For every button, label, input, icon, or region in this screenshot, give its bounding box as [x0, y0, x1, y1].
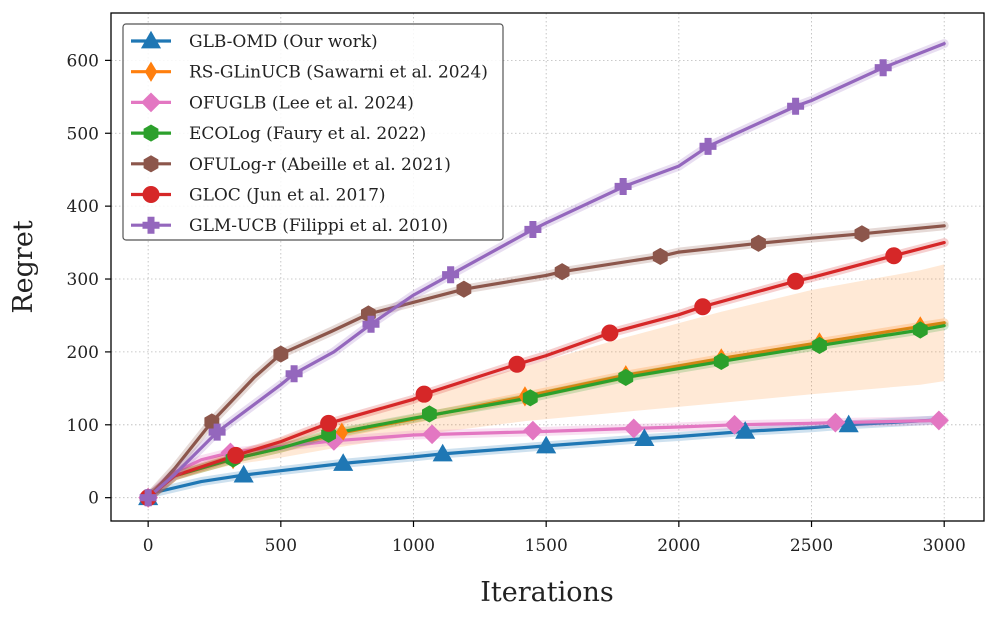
data-point-marker [442, 266, 460, 284]
axis-ticks: 0 500 1000 1500 2000 2500 3000 0 100 200 300 400 500… [67, 51, 966, 556]
series-line [146, 324, 946, 500]
legend-label: GLB-OMD (Our work) [189, 32, 378, 52]
data-point-marker [618, 368, 634, 386]
data-point-marker [634, 428, 655, 447]
series-line [146, 418, 946, 500]
y-tick-label: 100 [67, 416, 99, 436]
data-point-marker [362, 315, 380, 333]
y-tick-label: 200 [67, 343, 99, 363]
data-point-marker [694, 298, 712, 316]
data-point-marker [874, 59, 892, 77]
data-point-marker [614, 178, 632, 195]
plot-frame [110, 12, 985, 522]
data-point-marker [273, 345, 289, 363]
data-point-marker [227, 446, 245, 464]
data-point-marker [713, 352, 729, 370]
data-point-marker [142, 216, 160, 234]
data-point-marker [415, 385, 433, 403]
data-point-marker [735, 421, 756, 439]
data-point-marker [143, 124, 159, 142]
legend: GLB-OMD (Our work) RS-GLinUCB (Sawarni et… [122, 23, 504, 241]
data-point-marker [143, 155, 159, 173]
data-point-marker [524, 221, 542, 238]
data-point-marker [825, 412, 846, 433]
data-point-marker [422, 424, 442, 445]
legend-label: OFULog-r (Abeille et al. 2021) [189, 155, 451, 175]
y-tick-label: 400 [67, 197, 99, 217]
data-point-marker [522, 420, 543, 441]
data-point-marker [233, 464, 254, 483]
data-point-marker [144, 61, 158, 82]
x-tick-label: 2000 [657, 536, 700, 556]
y-tick-label: 600 [67, 51, 99, 71]
data-point-marker [751, 234, 766, 252]
x-tick-label: 3000 [923, 536, 966, 556]
legend-label: OFUGLB (Lee et al. 2024) [189, 93, 414, 113]
data-point-marker [142, 186, 160, 203]
data-point-marker [787, 97, 805, 115]
data-point-marker [139, 489, 157, 507]
data-point-marker [141, 92, 161, 113]
legend-label: RS-GLinUCB (Sawarni et al. 2024) [189, 63, 488, 83]
series-line [146, 418, 944, 496]
y-tick-label: 500 [67, 124, 99, 144]
legend-label: ECOLog (Faury et al. 2022) [189, 124, 426, 144]
data-point-marker [320, 414, 338, 432]
data-point-marker [928, 410, 949, 431]
data-point-marker [333, 453, 354, 471]
data-point-marker [208, 423, 226, 441]
data-point-marker [724, 414, 745, 435]
legend-label: GLM-UCB (Filippi et al. 2010) [189, 216, 448, 236]
data-point-marker [508, 355, 526, 373]
x-tick-label: 0 [143, 536, 154, 556]
data-point-marker [536, 435, 557, 454]
legend-box [122, 23, 504, 241]
data-point-marker [456, 280, 472, 298]
data-point-marker [812, 336, 827, 354]
data-point-marker [854, 225, 870, 243]
data-point-marker [422, 405, 437, 423]
data-point-marker [554, 263, 570, 281]
data-point-marker [140, 30, 162, 49]
legend-label: GLOC (Jun et al. 2017) [189, 186, 386, 206]
x-tick-label: 1000 [392, 536, 435, 556]
series-markers [138, 59, 949, 508]
data-point-marker [885, 247, 903, 265]
data-point-marker [787, 272, 805, 290]
x-axis-title: Iterations [480, 577, 613, 608]
x-tick-label: 500 [265, 536, 297, 556]
y-tick-label: 0 [88, 489, 99, 509]
x-tick-label: 2500 [790, 536, 833, 556]
y-axis-title: Regret [8, 220, 39, 313]
data-point-marker [601, 324, 619, 342]
data-point-marker [699, 137, 717, 155]
data-point-marker [623, 418, 644, 439]
x-tick-label: 1500 [525, 536, 568, 556]
data-point-marker [522, 389, 538, 407]
y-tick-label: 300 [67, 270, 99, 290]
data-point-marker [285, 365, 303, 383]
data-point-marker [652, 247, 668, 265]
data-point-marker [432, 443, 453, 462]
data-point-marker [912, 321, 928, 339]
